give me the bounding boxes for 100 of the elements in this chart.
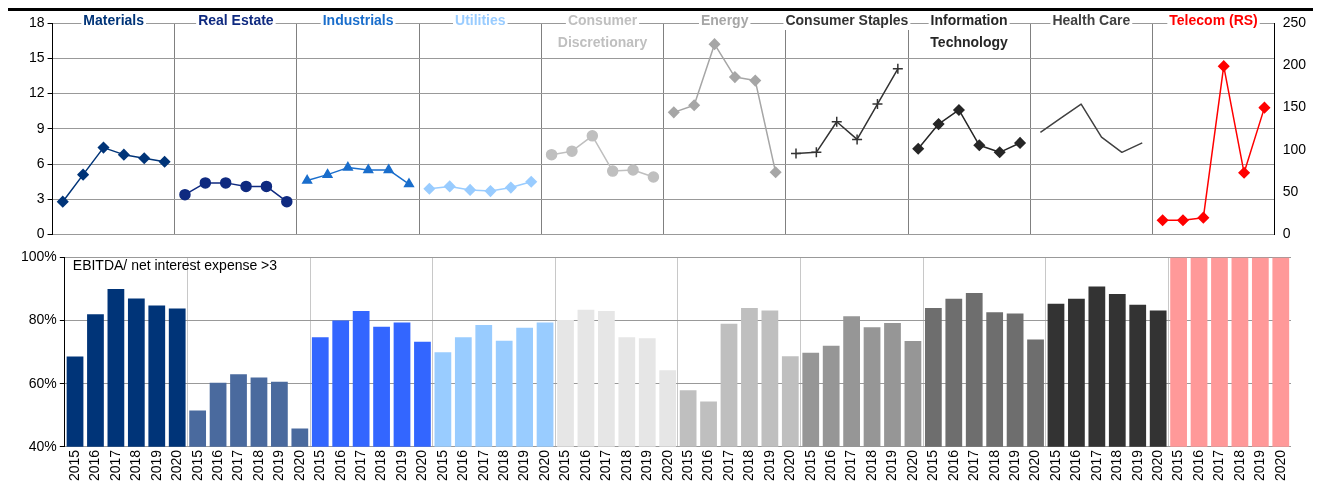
y-tick-label: 18 [28, 13, 45, 30]
point [627, 164, 639, 176]
point [830, 116, 843, 128]
x-tick-label: 2019 [147, 449, 164, 482]
point [688, 99, 700, 112]
point [586, 130, 599, 142]
x-tick-label: 2016 [1189, 449, 1206, 482]
point [769, 166, 782, 179]
point [57, 195, 69, 208]
y-tick-label: 60% [28, 374, 57, 391]
x-tick-label: 2017 [1210, 449, 1227, 482]
x-tick-label: 2017 [352, 449, 368, 482]
point [790, 147, 802, 160]
x-tick-label: 2020 [168, 449, 185, 482]
y-tick-label: 40% [28, 437, 57, 454]
point [1014, 137, 1026, 149]
point [871, 98, 884, 110]
point [953, 104, 965, 116]
x-tick-label: 2017 [474, 449, 491, 482]
point [1258, 101, 1271, 114]
point [1177, 214, 1189, 226]
point [179, 188, 191, 201]
point [118, 148, 130, 161]
y-tick-label: 12 [28, 84, 45, 101]
point [545, 148, 558, 161]
x-tick-label: 2018 [249, 449, 266, 482]
x-tick-label: 2019 [392, 449, 409, 482]
series-label: Energy [700, 11, 749, 28]
x-tick-label: 2016 [208, 449, 225, 482]
y-tick-label: 0 [36, 225, 45, 242]
x-tick-label: 2019 [1251, 449, 1268, 482]
x-tick-label: 2015 [433, 449, 450, 482]
x-tick-label: 2015 [311, 449, 328, 482]
point [668, 106, 680, 119]
point [199, 177, 212, 189]
point [1238, 167, 1250, 179]
text: Information Technology [930, 11, 1009, 50]
point [892, 63, 904, 75]
x-tick-label: 2020 [1271, 449, 1288, 482]
point [77, 168, 89, 181]
point [708, 38, 721, 50]
x-tick-label: 2016 [699, 449, 716, 482]
point [158, 155, 171, 168]
point [444, 180, 456, 193]
x-tick-label: 2020 [1026, 449, 1043, 482]
y2-tick-label: 200 [1282, 56, 1307, 73]
x-tick-label: 2017 [965, 449, 982, 482]
text: Real Estate [198, 11, 274, 28]
x-tick-label: 2015 [801, 449, 818, 482]
point [993, 146, 1006, 159]
y-tick-label: 80% [28, 311, 57, 328]
point [383, 164, 394, 174]
text: Industrials [322, 11, 394, 28]
x-tick-label: 2016 [1067, 449, 1084, 482]
x-tick-label: 2016 [331, 449, 348, 482]
x-tick-label: 2015 [1046, 449, 1063, 482]
y2-tick-label: 100 [1282, 140, 1307, 157]
point [606, 165, 619, 177]
point [342, 161, 353, 171]
point [363, 164, 374, 174]
text: Telecom (RS) [1169, 11, 1258, 28]
x-tick-label: 2016 [822, 449, 839, 482]
x-tick-label: 2016 [576, 449, 593, 482]
point [1156, 214, 1169, 226]
y-tick-label: 100% [20, 248, 57, 265]
x-tick-label: 2015 [1169, 449, 1186, 482]
x-tick-label: 2018 [1230, 449, 1247, 482]
point [423, 183, 436, 195]
point [729, 71, 741, 83]
y-tick-label: 6 [36, 154, 45, 171]
point [219, 177, 232, 189]
y-tick-label: 15 [28, 49, 45, 66]
x-tick-label: 2018 [372, 449, 389, 482]
y2-tick-label: 50 [1282, 183, 1299, 200]
x-tick-label: 2019 [1005, 449, 1022, 482]
point [302, 174, 313, 184]
point [403, 178, 415, 188]
point [851, 133, 863, 146]
x-tick-label: 2018 [740, 449, 757, 482]
x-tick-label: 2015 [65, 449, 82, 482]
x-tick-label: 2019 [883, 449, 900, 482]
x-tick-label: 2015 [924, 449, 941, 482]
point [912, 143, 924, 155]
x-tick-label: 2017 [229, 449, 246, 482]
point [973, 139, 986, 152]
x-tick-label: 2018 [127, 449, 144, 482]
x-tick-label: 2019 [638, 449, 655, 482]
point [464, 184, 476, 196]
y2-tick-label: 150 [1282, 98, 1307, 115]
y2-tick-label: 0 [1282, 225, 1291, 242]
x-tick-label: 2016 [454, 449, 471, 482]
point [281, 195, 293, 208]
y-tick-label: 3 [36, 190, 45, 207]
point [260, 180, 273, 193]
x-tick-label: 2016 [944, 449, 961, 482]
text: Consumer Staples [785, 11, 909, 28]
point [932, 118, 945, 130]
x-tick-label: 2020 [413, 449, 430, 482]
point [322, 168, 333, 178]
point [647, 171, 660, 183]
